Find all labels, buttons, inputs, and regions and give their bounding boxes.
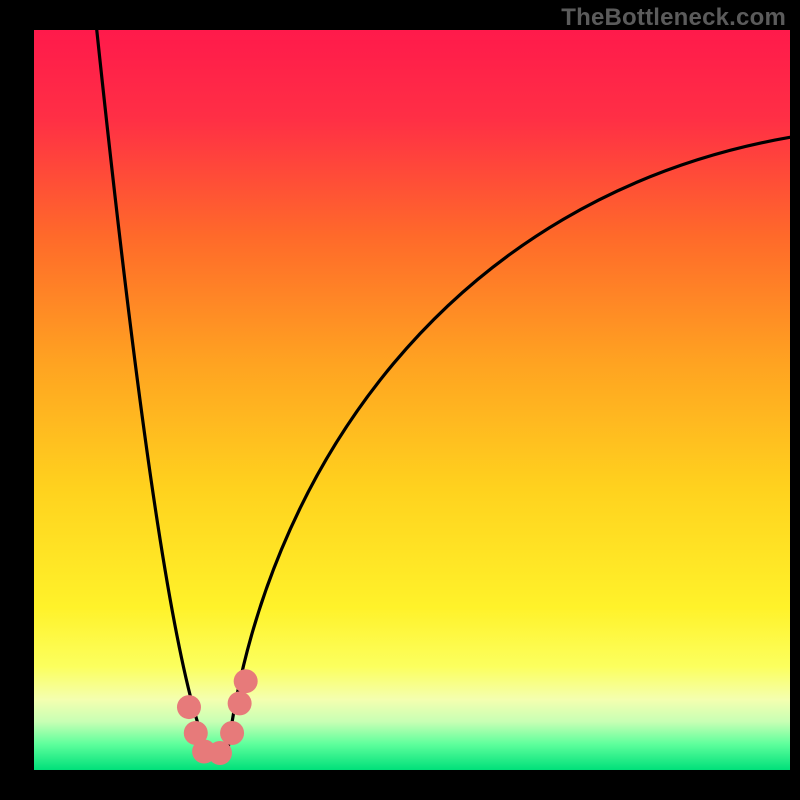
chart-canvas: TheBottleneck.com xyxy=(0,0,800,800)
curve-layer xyxy=(34,30,790,770)
bottleneck-curve xyxy=(97,30,790,759)
curve-markers xyxy=(177,669,258,765)
marker-dot xyxy=(234,669,258,693)
marker-dot xyxy=(220,721,244,745)
marker-dot xyxy=(177,695,201,719)
marker-dot xyxy=(208,741,232,765)
marker-dot xyxy=(228,691,252,715)
watermark-text: TheBottleneck.com xyxy=(561,4,786,32)
plot-area xyxy=(34,30,790,770)
